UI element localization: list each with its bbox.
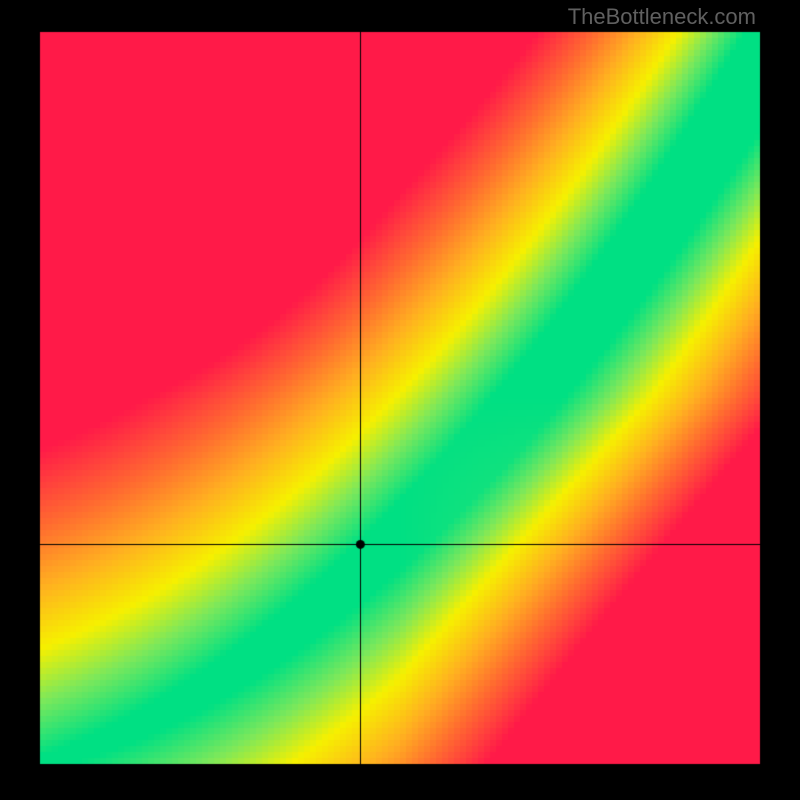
watermark: TheBottleneck.com [568, 4, 756, 30]
chart-container: TheBottleneck.com [0, 0, 800, 800]
bottleneck-heatmap [0, 0, 800, 800]
